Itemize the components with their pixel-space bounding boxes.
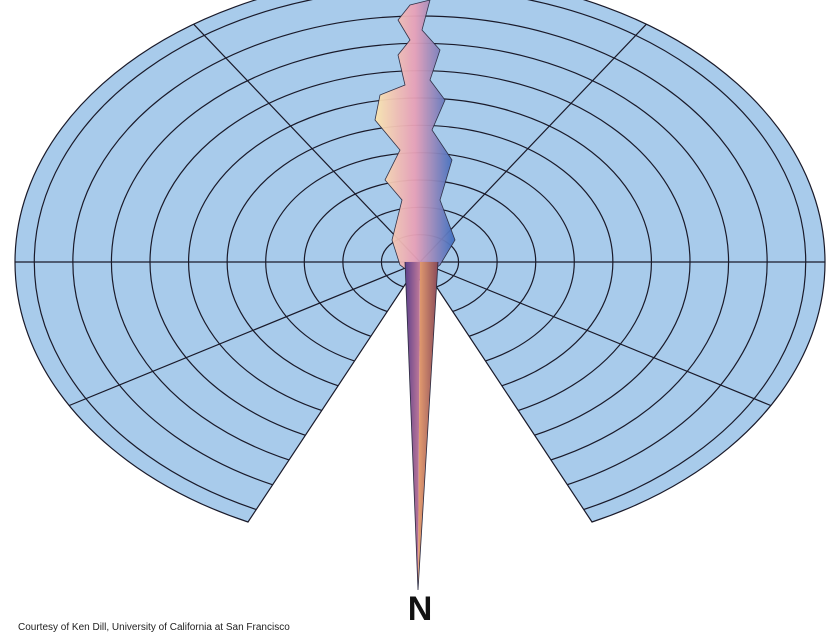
funnel-outline <box>404 261 439 591</box>
funnel-spike-left <box>405 262 420 590</box>
radial-line <box>419 261 771 407</box>
radial-line <box>419 23 647 263</box>
energy-landscape <box>14 0 826 591</box>
native-state-label: N <box>408 590 433 628</box>
caption: Courtesy of Ken Dill, University of Cali… <box>18 622 290 633</box>
folding-ridge <box>374 0 456 281</box>
radial-line <box>69 261 421 407</box>
radial-line <box>193 23 421 263</box>
